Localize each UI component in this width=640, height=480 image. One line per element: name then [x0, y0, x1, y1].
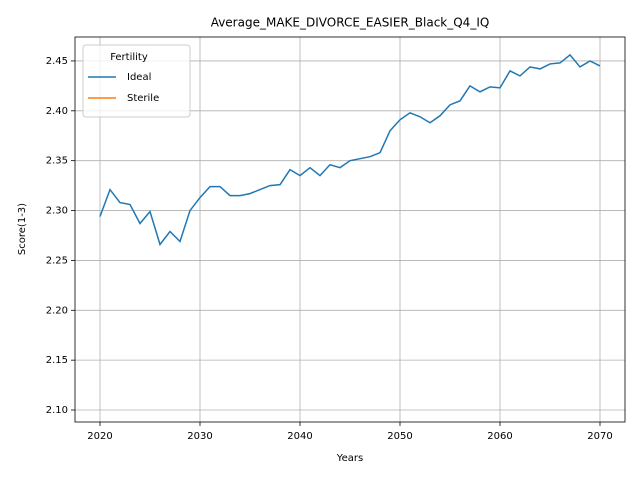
- x-tick-label: 2070: [587, 431, 612, 442]
- x-tick-label: 2040: [287, 431, 312, 442]
- x-axis-label: Years: [336, 453, 363, 464]
- x-tick-label: 2020: [87, 431, 112, 442]
- y-tick-label: 2.30: [46, 206, 68, 217]
- y-tick-label: 2.20: [46, 305, 68, 316]
- y-tick-label: 2.15: [46, 355, 68, 366]
- legend-label: Sterile: [127, 93, 159, 104]
- x-tick-label: 2060: [487, 431, 512, 442]
- legend-box: [82, 44, 191, 118]
- chart-title: Average_MAKE_DIVORCE_EASIER_Black_Q4_IQ: [211, 16, 490, 30]
- y-tick-label: 2.25: [46, 255, 68, 266]
- data-line: [99, 53, 601, 247]
- y-tick-label: 2.40: [46, 106, 68, 117]
- x-tick-label: 2050: [387, 431, 412, 442]
- plot-frame: [74, 36, 626, 423]
- y-tick-label: 2.35: [46, 156, 68, 167]
- y-tick-label: 2.10: [46, 405, 68, 416]
- legend-label: Ideal: [127, 72, 151, 83]
- legend-title: Fertility: [110, 52, 148, 63]
- y-axis-label: Score(1-3): [17, 203, 28, 255]
- x-tick-label: 2030: [187, 431, 212, 442]
- y-tick-label: 2.45: [46, 56, 68, 67]
